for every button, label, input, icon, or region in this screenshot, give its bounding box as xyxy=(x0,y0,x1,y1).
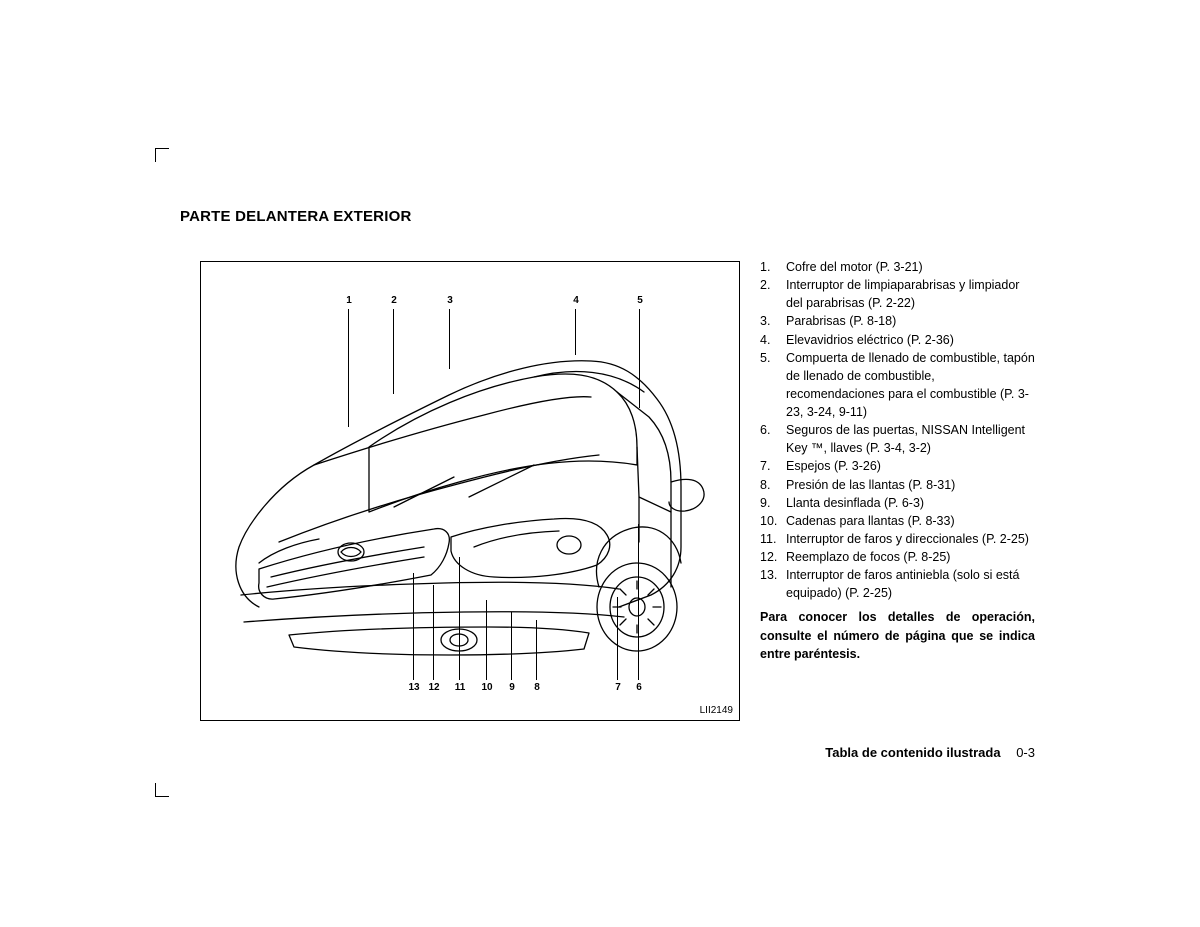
callout-label: 6 xyxy=(632,682,646,693)
callout-leader xyxy=(536,620,537,680)
legend-item-text: Parabrisas (P. 8-18) xyxy=(786,312,1035,330)
footer-section: Tabla de contenido ilustrada xyxy=(825,745,1000,760)
callout-leader xyxy=(575,309,576,355)
footer-page-number: 0-3 xyxy=(1016,745,1035,760)
legend-item-number: 11. xyxy=(760,530,786,548)
legend-list: 1.Cofre del motor (P. 3-21)2.Interruptor… xyxy=(760,258,1035,663)
legend-item: 8.Presión de las llantas (P. 8-31) xyxy=(760,476,1035,494)
legend-item-text: Reemplazo de focos (P. 8-25) xyxy=(786,548,1035,566)
legend-item-number: 9. xyxy=(760,494,786,512)
car-illustration xyxy=(219,337,719,667)
legend-item-text: Cofre del motor (P. 3-21) xyxy=(786,258,1035,276)
legend-item-number: 6. xyxy=(760,421,786,457)
legend-item-text: Llanta desinflada (P. 6-3) xyxy=(786,494,1035,512)
legend-item: 5.Compuerta de llenado de combustible, t… xyxy=(760,349,1035,422)
legend-item-number: 5. xyxy=(760,349,786,422)
callout-leader xyxy=(348,309,349,427)
legend-item: 1.Cofre del motor (P. 3-21) xyxy=(760,258,1035,276)
legend-item-number: 10. xyxy=(760,512,786,530)
callout-leader xyxy=(511,612,512,680)
legend-item-text: Compuerta de llenado de combustible, tap… xyxy=(786,349,1035,422)
legend-item-text: Presión de las llantas (P. 8-31) xyxy=(786,476,1035,494)
legend-item-number: 3. xyxy=(760,312,786,330)
legend-item-number: 7. xyxy=(760,457,786,475)
legend-item-text: Interruptor de faros antiniebla (solo si… xyxy=(786,566,1035,602)
legend-item: 9.Llanta desinflada (P. 6-3) xyxy=(760,494,1035,512)
callout-label: 1 xyxy=(342,295,356,306)
crop-mark-bottom-left xyxy=(155,783,169,797)
callout-label: 11 xyxy=(453,682,467,693)
legend-item-number: 4. xyxy=(760,331,786,349)
legend-item: 6.Seguros de las puertas, NISSAN Intelli… xyxy=(760,421,1035,457)
callout-leader xyxy=(413,573,414,680)
callout-leader xyxy=(433,585,434,680)
legend-item-number: 1. xyxy=(760,258,786,276)
legend-item: 2.Interruptor de limpiaparabrisas y limp… xyxy=(760,276,1035,312)
figure-code: LII2149 xyxy=(700,705,733,716)
legend-note: Para conocer los detalles de operación, … xyxy=(760,608,1035,662)
legend-item-text: Elevavidrios eléctrico (P. 2-36) xyxy=(786,331,1035,349)
legend-item: 4.Elevavidrios eléctrico (P. 2-36) xyxy=(760,331,1035,349)
callout-leader xyxy=(486,600,487,680)
legend-item: 3.Parabrisas (P. 8-18) xyxy=(760,312,1035,330)
callout-leader xyxy=(617,597,618,680)
legend-item: 11.Interruptor de faros y direccionales … xyxy=(760,530,1035,548)
page-title: PARTE DELANTERA EXTERIOR xyxy=(180,208,411,225)
callout-leader xyxy=(459,557,460,680)
callout-leader xyxy=(449,309,450,369)
legend-item-number: 13. xyxy=(760,566,786,602)
legend-item-number: 12. xyxy=(760,548,786,566)
legend-item: 13.Interruptor de faros antiniebla (solo… xyxy=(760,566,1035,602)
legend-item-text: Cadenas para llantas (P. 8-33) xyxy=(786,512,1035,530)
callout-leader xyxy=(639,309,640,408)
page: PARTE DELANTERA EXTERIOR xyxy=(0,0,1200,927)
page-footer: Tabla de contenido ilustrada 0-3 xyxy=(180,745,1035,760)
callout-label: 12 xyxy=(427,682,441,693)
callout-label: 8 xyxy=(530,682,544,693)
legend-item-number: 2. xyxy=(760,276,786,312)
legend-item: 12.Reemplazo de focos (P. 8-25) xyxy=(760,548,1035,566)
legend-item-text: Interruptor de faros y direccionales (P.… xyxy=(786,530,1035,548)
legend-item-text: Seguros de las puertas, NISSAN Intellige… xyxy=(786,421,1035,457)
callout-label: 7 xyxy=(611,682,625,693)
crop-mark-top-left xyxy=(155,148,169,162)
callout-label: 4 xyxy=(569,295,583,306)
figure-frame: LII2149 xyxy=(200,261,740,721)
callout-label: 5 xyxy=(633,295,647,306)
callout-label: 13 xyxy=(407,682,421,693)
callout-label: 10 xyxy=(480,682,494,693)
callout-label: 3 xyxy=(443,295,457,306)
legend-item: 10.Cadenas para llantas (P. 8-33) xyxy=(760,512,1035,530)
callout-leader xyxy=(393,309,394,394)
callout-label: 2 xyxy=(387,295,401,306)
legend-item: 7.Espejos (P. 3-26) xyxy=(760,457,1035,475)
legend-item-text: Interruptor de limpiaparabrisas y limpia… xyxy=(786,276,1035,312)
callout-leader xyxy=(638,524,639,680)
callout-label: 9 xyxy=(505,682,519,693)
legend-item-number: 8. xyxy=(760,476,786,494)
legend-item-text: Espejos (P. 3-26) xyxy=(786,457,1035,475)
